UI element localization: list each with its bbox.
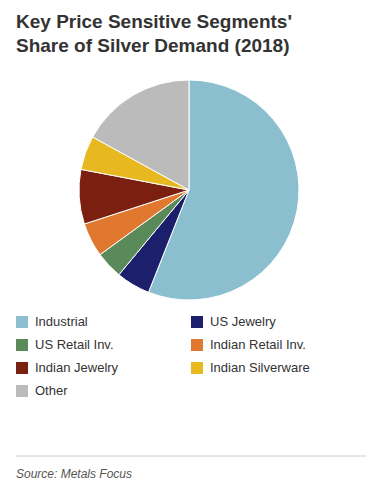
legend-swatch xyxy=(16,316,28,328)
legend-label: Indian Retail Inv. xyxy=(210,337,306,352)
legend-label: Industrial xyxy=(35,314,88,329)
legend-item: Indian Silverware xyxy=(191,360,310,375)
separator xyxy=(16,456,366,457)
legend-swatch xyxy=(16,362,28,374)
legend-item: Industrial xyxy=(16,314,88,329)
legend-label: US Jewelry xyxy=(210,314,276,329)
title: Key Price Sensitive Segments'Share of Si… xyxy=(16,11,292,56)
legend-item: Indian Jewelry xyxy=(16,360,119,375)
legend-swatch xyxy=(191,339,203,351)
legend-swatch xyxy=(16,385,28,397)
legend-swatch xyxy=(191,316,203,328)
legend-label: Indian Jewelry xyxy=(35,360,119,375)
source-note: Source: Metals Focus xyxy=(16,467,132,481)
legend-swatch xyxy=(16,339,28,351)
legend-label: Indian Silverware xyxy=(210,360,310,375)
legend: Industrial US Jewelry US Retail Inv. Indian… xyxy=(16,314,310,398)
legend-item: US Retail Inv. xyxy=(16,337,114,352)
pie xyxy=(79,80,299,300)
legend-item: Indian Retail Inv. xyxy=(191,337,306,352)
legend-swatch xyxy=(191,362,203,374)
chart-root: Key Price Sensitive Segments'Share of Si… xyxy=(0,0,378,500)
legend-label: Other xyxy=(35,383,68,398)
legend-item: US Jewelry xyxy=(191,314,276,329)
legend-item: Other xyxy=(16,383,68,398)
pie-slice xyxy=(93,80,189,190)
legend-label: US Retail Inv. xyxy=(35,337,114,352)
